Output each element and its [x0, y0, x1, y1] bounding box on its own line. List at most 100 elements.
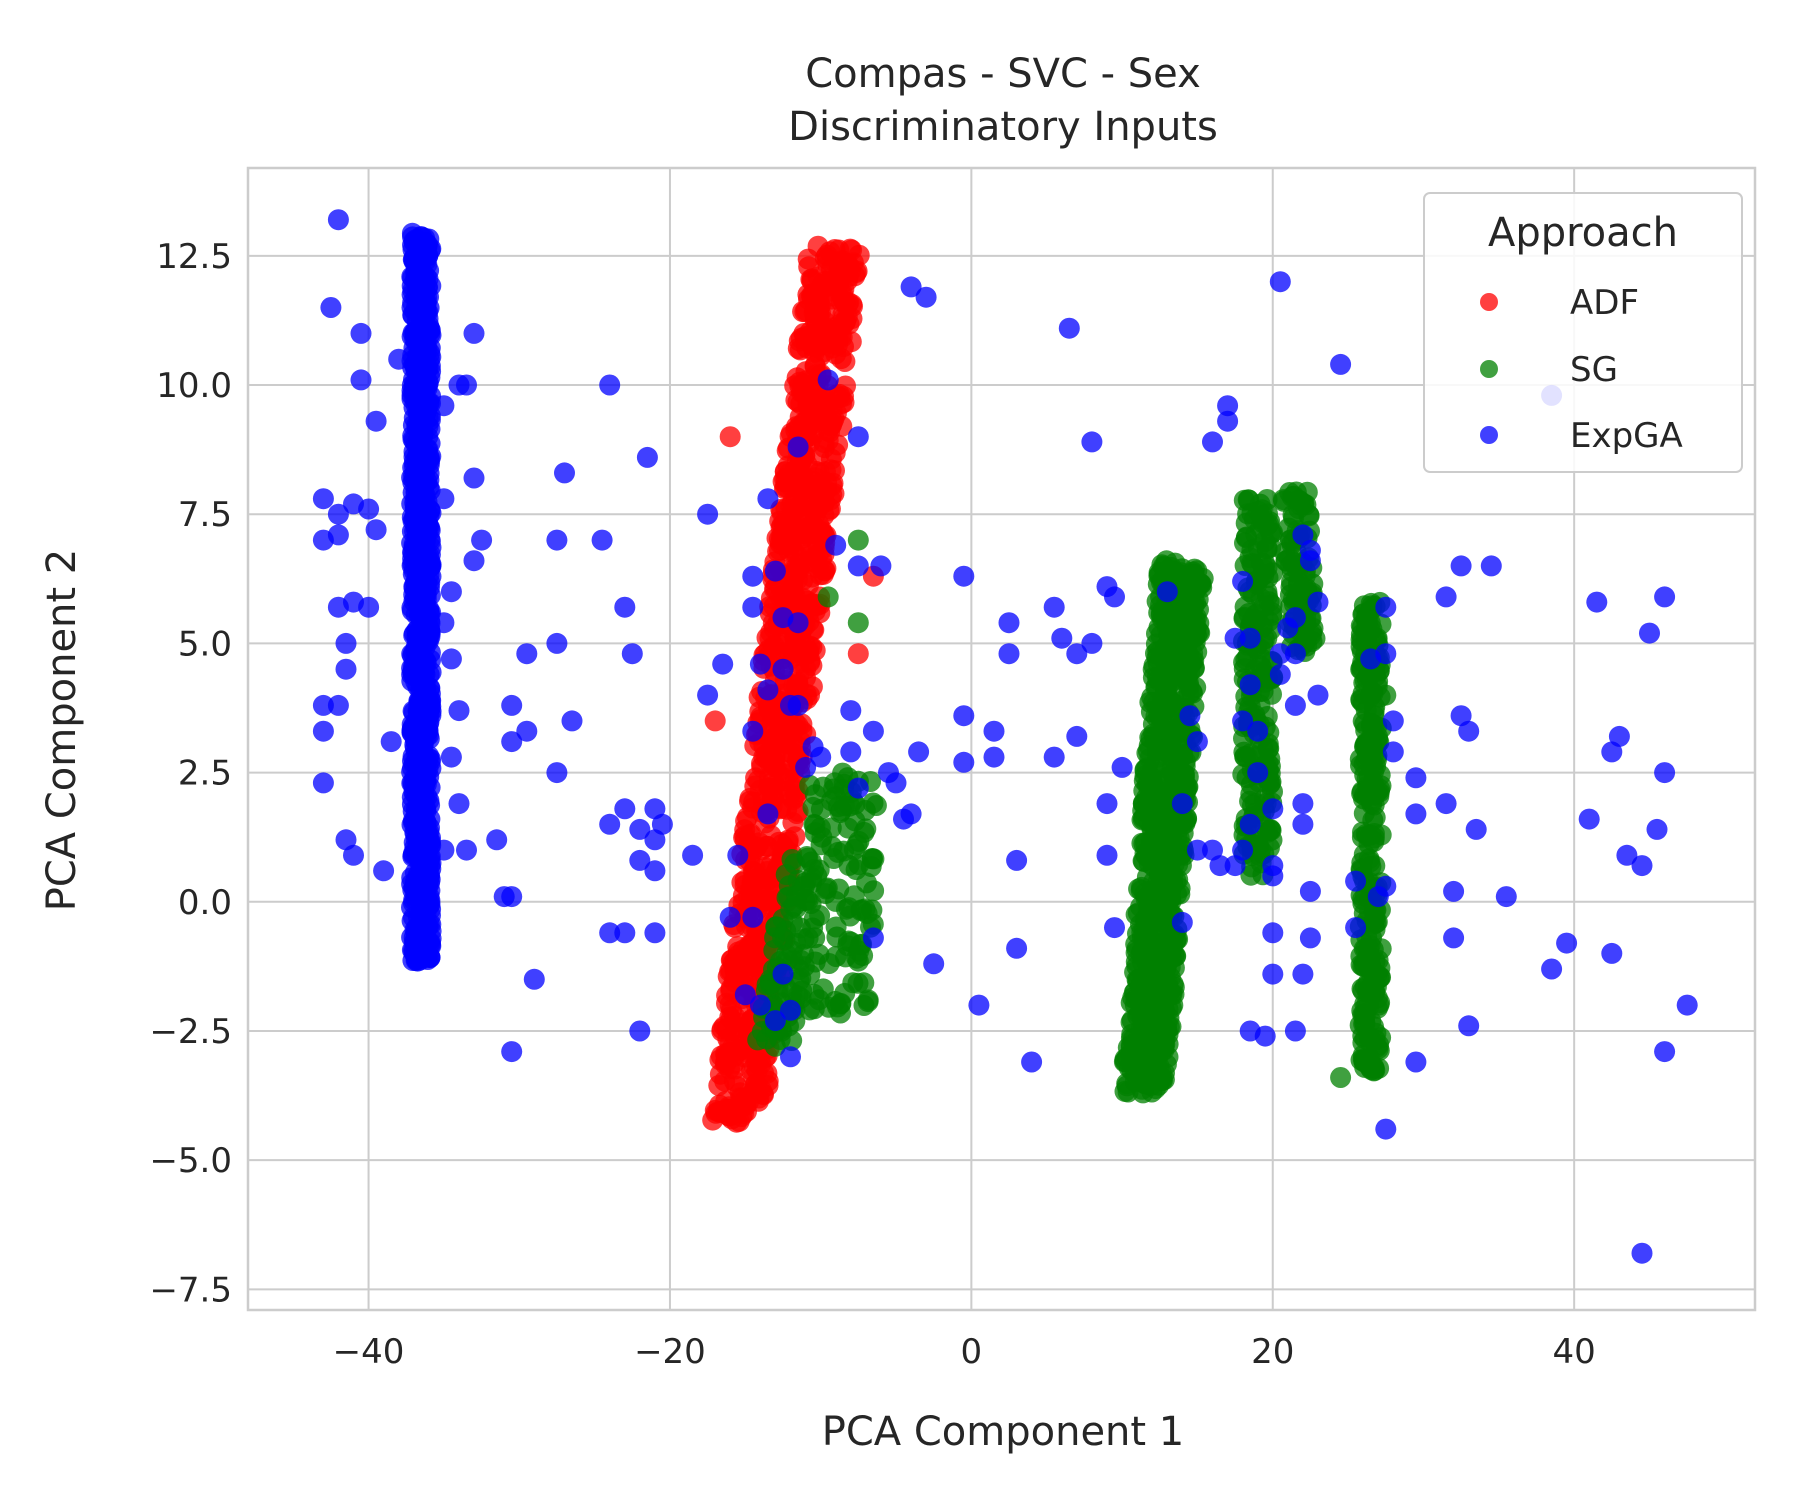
plot-frame: [246, 166, 1757, 1312]
data-point: [842, 295, 863, 317]
y-tick-label: 12.5: [156, 237, 232, 277]
data-point: [998, 612, 1020, 634]
data-point: [1239, 674, 1261, 696]
data-point: [1443, 927, 1465, 949]
data-point: [1654, 762, 1676, 784]
data-point: [1248, 745, 1270, 767]
data-point: [546, 632, 568, 654]
data-point: [1357, 785, 1379, 807]
data-point: [335, 658, 357, 680]
data-point: [1458, 1015, 1480, 1037]
data-point: [320, 297, 342, 318]
data-point: [418, 914, 440, 935]
data-point: [404, 354, 425, 376]
data-point: [1021, 1051, 1043, 1073]
data-point: [373, 860, 395, 882]
data-point: [365, 519, 387, 541]
data-point: [1066, 643, 1088, 665]
data-point: [697, 503, 719, 525]
data-point: [702, 1109, 724, 1131]
data-point: [1405, 1051, 1427, 1073]
data-point: [1155, 1053, 1177, 1075]
data-point: [767, 540, 789, 562]
data-point: [1262, 963, 1284, 985]
data-point: [1646, 818, 1668, 840]
data-point: [1134, 760, 1156, 782]
data-point: [1136, 866, 1158, 888]
data-point: [629, 1020, 651, 1042]
data-point: [1247, 720, 1269, 742]
data-point: [1239, 627, 1261, 649]
data-point: [327, 209, 349, 231]
data-point: [734, 984, 756, 1006]
data-point: [861, 899, 883, 921]
data-point: [837, 253, 859, 275]
data-point: [1307, 684, 1329, 706]
data-point: [407, 300, 429, 322]
data-point: [407, 450, 429, 472]
data-point: [1480, 555, 1502, 577]
data-point: [870, 555, 892, 577]
data-point: [968, 994, 990, 1016]
data-point: [734, 869, 756, 891]
data-point: [358, 498, 380, 520]
data-point: [829, 993, 851, 1015]
data-point: [953, 705, 975, 727]
data-point: [456, 839, 477, 861]
data-point: [629, 818, 651, 840]
data-point: [757, 803, 779, 825]
data-point: [1578, 808, 1600, 830]
data-point: [862, 792, 884, 814]
data-point: [1104, 917, 1125, 939]
data-point: [1465, 818, 1487, 840]
data-point: [403, 376, 425, 398]
data-point: [546, 529, 568, 551]
data-point: [416, 573, 438, 595]
data-point: [1631, 855, 1653, 877]
data-point: [1173, 763, 1195, 785]
data-point: [644, 922, 666, 944]
data-point: [1292, 793, 1314, 815]
data-point: [825, 534, 847, 556]
data-point: [1043, 596, 1065, 618]
data-point: [716, 1049, 738, 1071]
data-point: [312, 720, 334, 742]
data-point: [757, 1070, 779, 1092]
x-tick-label: 20: [1251, 1332, 1294, 1372]
y-tick-label: 2.5: [178, 754, 232, 794]
data-point: [1654, 1041, 1676, 1063]
data-point: [998, 643, 1020, 665]
data-point: [350, 369, 372, 391]
y-tick-label: 10.0: [156, 366, 232, 406]
data-point: [614, 596, 636, 618]
data-point: [644, 829, 666, 851]
data-point: [1043, 746, 1065, 768]
data-point: [1363, 971, 1385, 993]
data-point: [1182, 682, 1203, 704]
data-point: [787, 560, 809, 582]
data-point: [1224, 627, 1246, 649]
data-point: [1269, 271, 1291, 293]
data-point: [820, 414, 842, 436]
data-point: [1149, 937, 1171, 959]
data-point: [440, 746, 462, 768]
data-point: [772, 658, 794, 680]
data-point: [1362, 809, 1384, 831]
data-point: [1375, 1118, 1397, 1140]
x-tick-label: −40: [333, 1332, 405, 1372]
data-point: [718, 1096, 740, 1118]
data-point: [787, 436, 809, 458]
data-point: [772, 908, 794, 930]
data-point: [742, 906, 764, 928]
data-point: [804, 951, 826, 973]
data-point: [621, 643, 643, 665]
data-point: [1356, 617, 1378, 638]
data-point: [1631, 1242, 1653, 1264]
data-point: [823, 778, 845, 800]
data-point: [821, 475, 843, 497]
data-point: [1247, 603, 1269, 625]
data-point: [419, 517, 441, 539]
data-point: [1058, 317, 1080, 339]
x-tick-label: 40: [1553, 1332, 1596, 1372]
data-point: [1209, 855, 1231, 877]
